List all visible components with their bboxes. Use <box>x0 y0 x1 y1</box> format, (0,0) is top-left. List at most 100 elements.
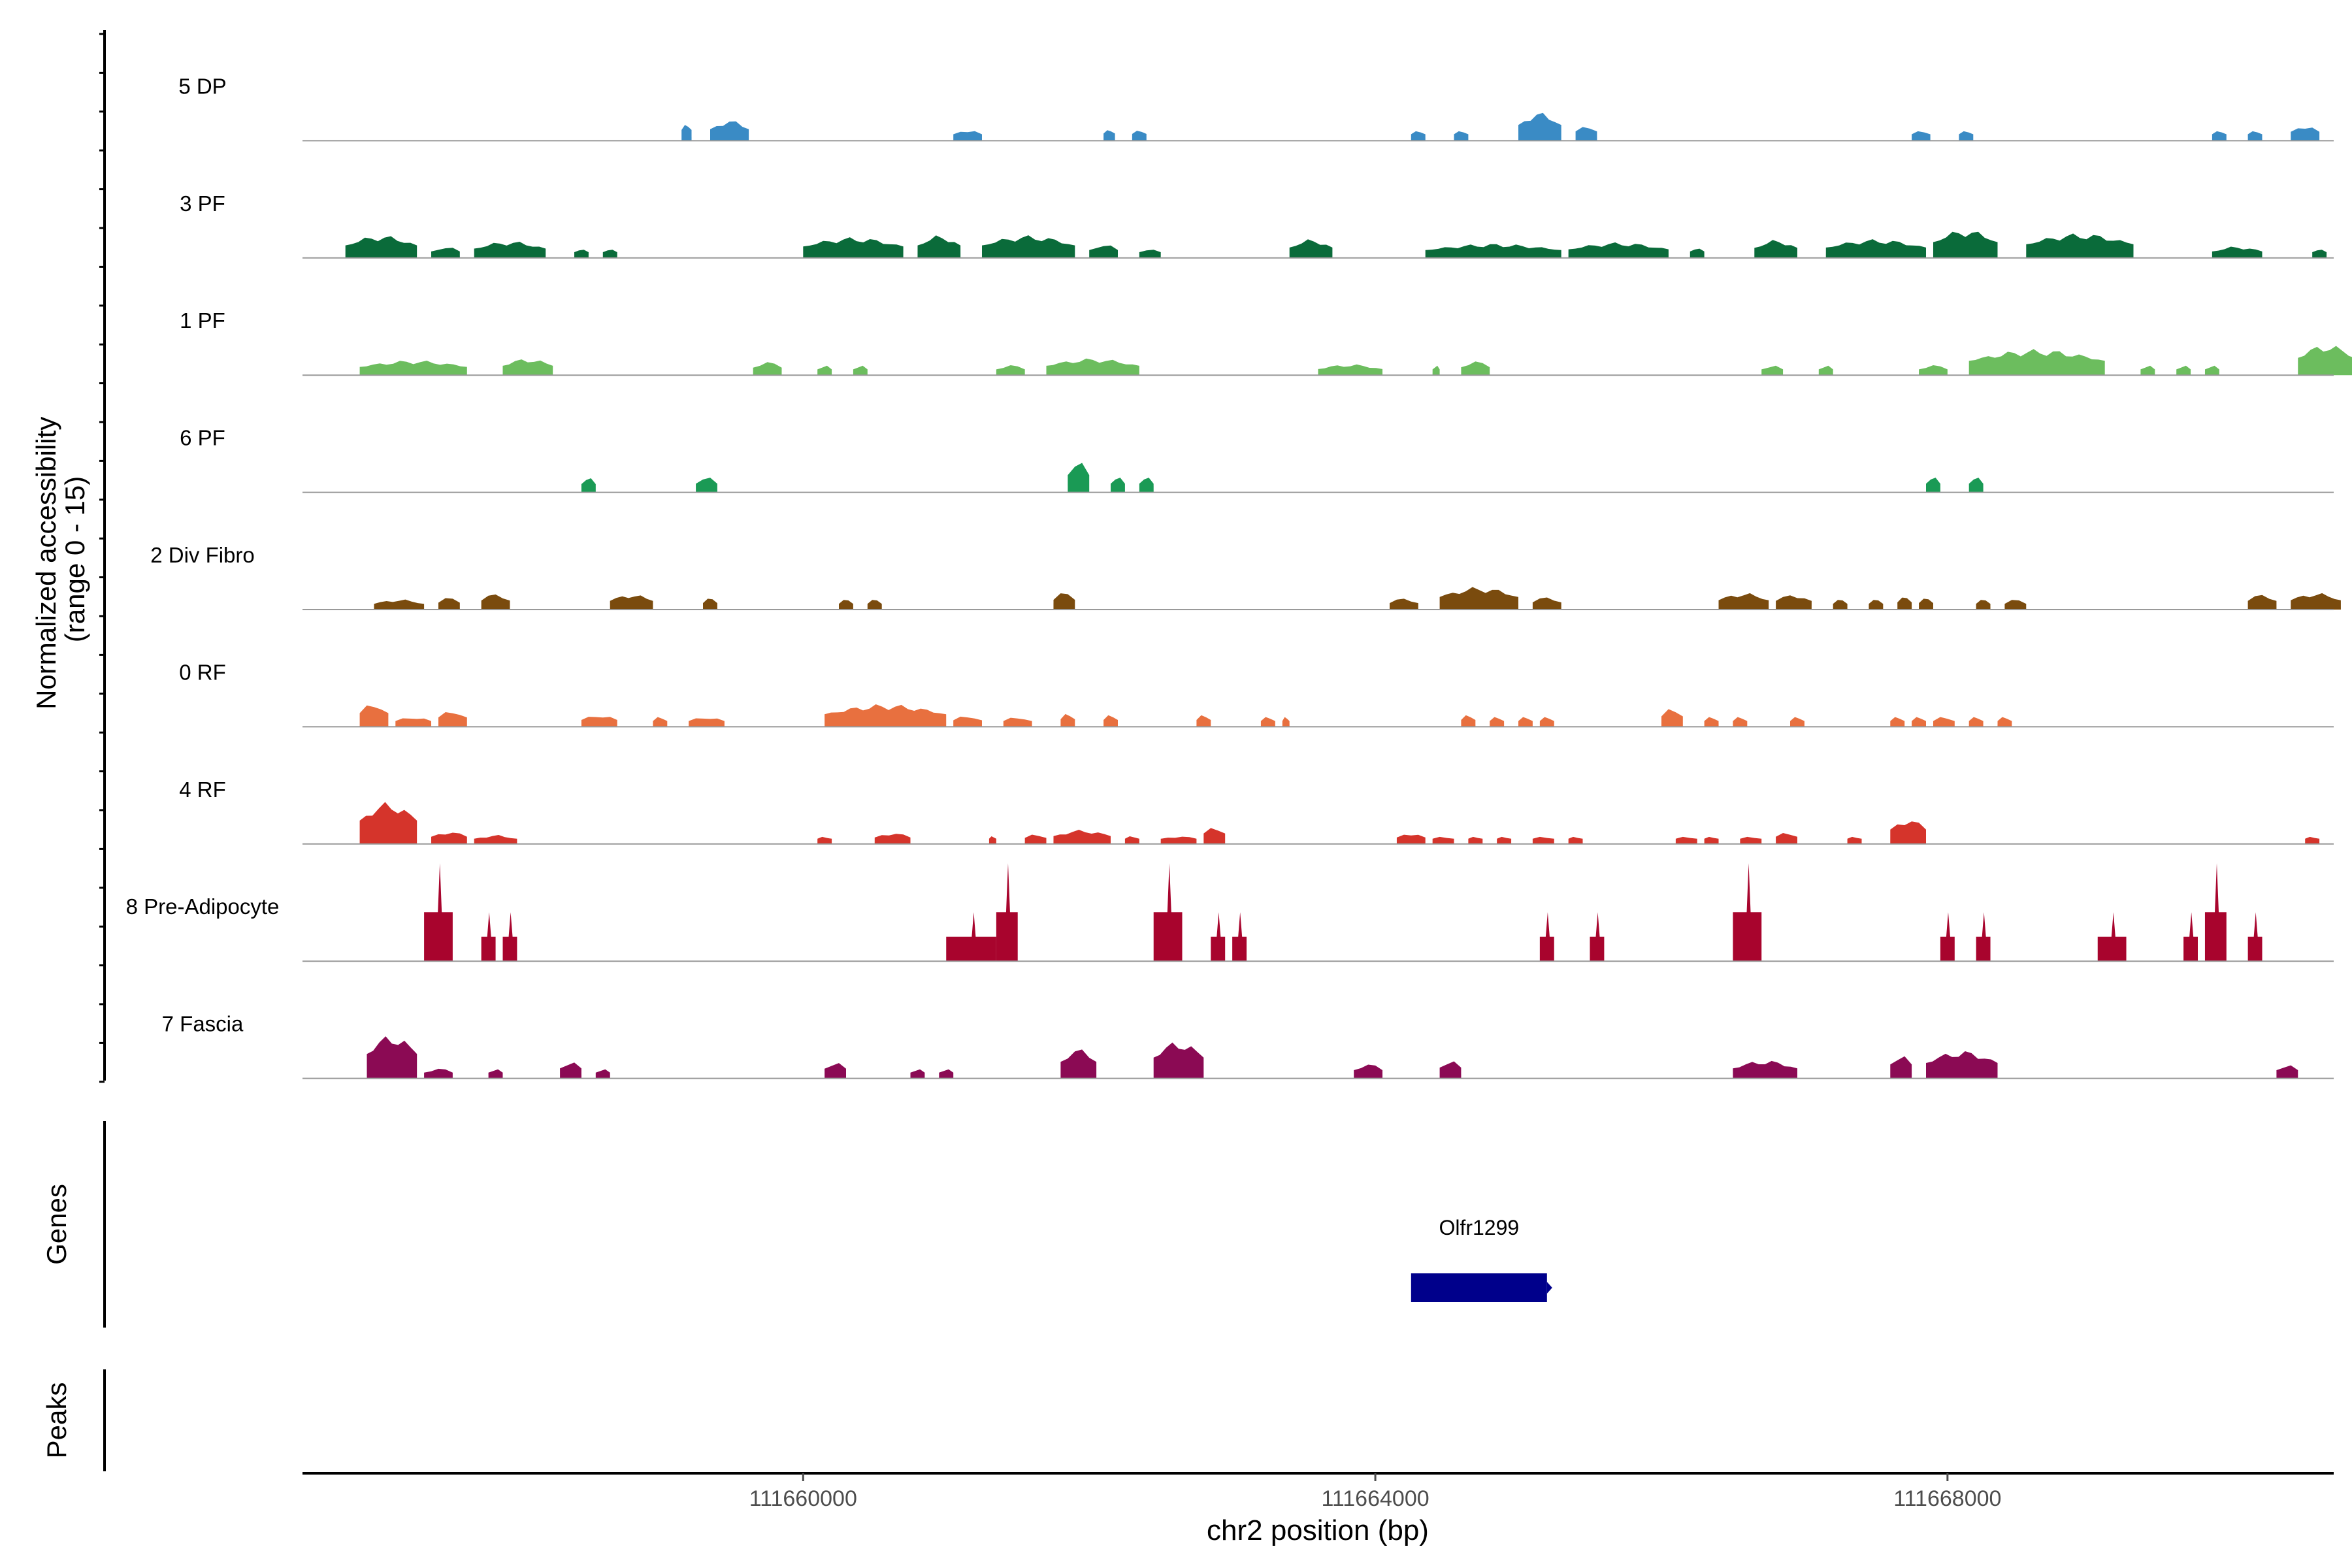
peak-mark <box>1024 834 1047 844</box>
peak-mark <box>1454 131 1469 141</box>
track-8-pre-adipocyte: 8 Pre-Adipocyte <box>126 863 2334 962</box>
peak-mark <box>1890 821 1927 844</box>
track-label: 7 Fascia <box>162 1012 244 1036</box>
peak-mark <box>1354 1064 1383 1079</box>
peak-mark <box>996 863 1018 962</box>
peak-mark <box>953 131 982 141</box>
x-tick-label: 111664000 <box>1322 1486 1429 1511</box>
peak-mark <box>696 478 717 493</box>
peak-mark <box>825 704 947 727</box>
peak-mark <box>1139 478 1154 493</box>
peak-mark <box>1539 912 1554 962</box>
peak-mark <box>2183 912 2198 962</box>
peak-mark <box>2291 127 2320 141</box>
peak-mark <box>2247 912 2262 962</box>
peak-mark <box>1733 1060 1797 1079</box>
peak-mark <box>953 716 982 727</box>
peak-mark <box>1003 717 1032 727</box>
gene-body <box>1411 1273 1547 1302</box>
track-label: 5 DP <box>178 74 226 98</box>
peak-mark <box>1439 1061 1462 1079</box>
peak-mark <box>1926 478 1940 493</box>
coverage-y-ticks <box>99 33 105 1083</box>
peak-mark <box>502 359 553 376</box>
peak-mark <box>2204 365 2219 376</box>
peak-mark <box>438 712 467 727</box>
track-label: 2 Div Fibro <box>150 543 255 567</box>
peak-mark <box>1568 242 1669 258</box>
peak-mark <box>488 1069 503 1079</box>
peak-mark <box>1733 863 1762 962</box>
peak-mark <box>917 235 961 258</box>
peak-mark <box>1461 715 1476 727</box>
peak-mark <box>574 250 589 258</box>
peak-mark <box>581 478 596 493</box>
track-label: 1 PF <box>180 308 225 333</box>
y-axis-label-line2: (range 0 - 15) <box>59 476 90 642</box>
peak-mark <box>395 718 432 727</box>
peak-mark <box>431 248 460 258</box>
peak-mark <box>1282 717 1290 727</box>
peak-mark <box>1532 836 1554 844</box>
peak-mark <box>1518 717 1533 727</box>
gene-strand-arrow <box>1546 1282 1552 1294</box>
peak-mark <box>474 242 546 258</box>
peak-mark <box>1053 593 1075 610</box>
peak-mark <box>2247 595 2277 610</box>
peak-mark <box>703 598 717 610</box>
track-0-rf: 0 RF <box>179 660 2334 728</box>
peak-mark <box>481 912 496 962</box>
peak-mark <box>1933 231 1998 258</box>
peak-mark <box>1733 717 1748 727</box>
peak-mark <box>1196 715 1211 727</box>
track-label: 4 RF <box>179 777 226 802</box>
peak-mark <box>1211 912 1226 962</box>
peak-mark <box>1139 250 1161 258</box>
peak-mark <box>1153 863 1183 962</box>
peak-mark <box>1590 912 1605 962</box>
peak-mark <box>1089 245 1118 258</box>
peak-mark <box>1532 597 1561 610</box>
peak-mark <box>981 235 1075 258</box>
peak-mark <box>1060 1049 1097 1079</box>
peak-mark <box>681 125 692 141</box>
peak-mark <box>1912 131 1931 141</box>
peak-mark <box>2097 912 2127 962</box>
peak-mark <box>424 863 453 962</box>
peak-mark <box>2305 836 2320 844</box>
peak-mark <box>689 718 725 727</box>
peak-mark <box>1776 833 1797 844</box>
peak-mark <box>359 361 467 376</box>
peak-mark <box>1425 244 1561 258</box>
genes-track: Olfr1299 <box>1411 1216 1552 1302</box>
peak-mark <box>1461 361 1490 376</box>
peak-mark <box>1389 598 1418 610</box>
peak-mark <box>1704 836 1719 844</box>
peak-mark <box>481 594 510 610</box>
track-label: 6 PF <box>180 426 225 450</box>
peak-mark <box>502 912 517 962</box>
peak-mark <box>1439 587 1519 610</box>
peak-mark <box>653 717 668 727</box>
track-2-div-fibro: 2 Div Fibro <box>150 543 2341 610</box>
peak-mark <box>359 802 417 844</box>
peak-mark <box>1568 836 1583 844</box>
peak-mark <box>1661 709 1683 727</box>
peak-mark <box>1740 836 1762 844</box>
peak-mark <box>1869 600 1884 610</box>
peak-mark <box>1919 598 1933 610</box>
peak-mark <box>1396 834 1426 844</box>
peak-mark <box>2312 250 2327 258</box>
peak-mark <box>1847 836 1862 844</box>
peak-mark <box>839 600 853 610</box>
peak-mark <box>817 836 832 844</box>
track-label: 8 Pre-Adipocyte <box>126 894 280 919</box>
track-4-rf: 4 RF <box>179 777 2334 845</box>
peak-mark <box>753 362 782 376</box>
peak-mark <box>2298 346 2352 376</box>
peak-mark <box>2212 131 2227 141</box>
peak-mark <box>1776 595 1812 610</box>
peak-mark <box>1818 365 1833 376</box>
peak-mark <box>359 705 389 727</box>
